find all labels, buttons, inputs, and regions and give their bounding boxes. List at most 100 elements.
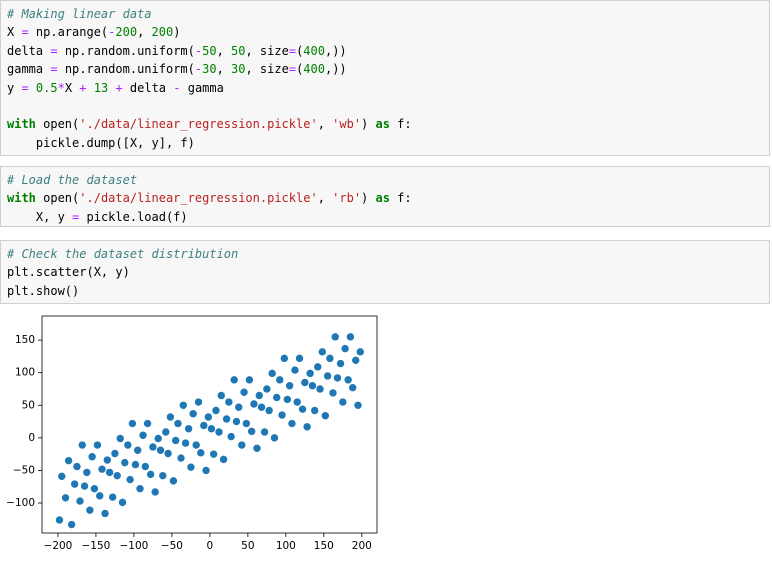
code-token: delta: [122, 80, 174, 95]
x-tick-label: 200: [352, 540, 372, 552]
point: [238, 441, 246, 449]
code-token: =: [21, 25, 29, 40]
code-token: +: [79, 80, 87, 95]
code-token: (: [296, 43, 304, 58]
point: [98, 465, 106, 473]
point: [78, 441, 86, 449]
y-tick-label: 150: [15, 334, 35, 346]
code-line: delta = np.random.uniform(-50, 50, size=…: [7, 42, 763, 60]
point: [90, 484, 99, 493]
point: [333, 374, 342, 382]
code-token: X: [7, 25, 22, 40]
point: [194, 398, 203, 406]
point: [80, 482, 89, 490]
code-line: # Check the dataset distribution: [7, 245, 763, 263]
point: [118, 498, 127, 507]
point: [55, 516, 64, 524]
code-token: with: [7, 117, 36, 132]
code-token: 30: [202, 62, 217, 77]
point: [250, 400, 258, 408]
code-token: open(: [35, 191, 80, 206]
code-token: ,: [317, 117, 333, 132]
code-token: f:: [389, 117, 412, 132]
code-token: # Making linear data: [7, 7, 152, 21]
code-line: with open('./data/linear_regression.pick…: [7, 189, 763, 207]
x-tick-label: 150: [314, 540, 334, 552]
point: [86, 506, 94, 514]
code-cell[interactable]: # Load the dataset with open('./data/line…: [0, 166, 770, 227]
point: [283, 395, 292, 404]
point: [111, 449, 119, 458]
point: [200, 421, 208, 430]
point: [93, 441, 102, 449]
point: [268, 369, 276, 378]
axes-frame: [41, 315, 378, 534]
code-line: y = 0.5*X + 13 + delta - gamma: [7, 79, 763, 97]
code-token: as: [375, 117, 390, 132]
code-token: with: [7, 191, 36, 206]
code-token: ,: [216, 62, 232, 77]
point: [222, 415, 231, 423]
point: [166, 413, 175, 421]
point: [103, 456, 112, 464]
code-token: ,: [216, 43, 232, 58]
code-token: 'wb': [332, 117, 362, 132]
code-token: X: [64, 80, 80, 95]
x-tick-label: 50: [241, 540, 254, 552]
code-token: ): [361, 191, 376, 206]
point: [227, 432, 235, 441]
point: [301, 378, 309, 387]
point: [131, 460, 140, 469]
point: [149, 443, 157, 451]
point: [270, 434, 279, 442]
point: [192, 441, 200, 449]
code-token: as: [375, 191, 390, 206]
code-token: =: [288, 43, 297, 58]
point: [232, 417, 241, 426]
code-token: +: [115, 80, 123, 95]
code-token: np.random.uniform(: [57, 43, 195, 58]
point: [207, 425, 216, 433]
point: [323, 372, 332, 380]
code-token: =: [50, 43, 58, 58]
code-line: # Load the dataset: [7, 171, 763, 189]
code-token: =: [50, 62, 58, 77]
code-token: [29, 81, 36, 95]
point: [156, 446, 165, 454]
code-token: 400: [303, 62, 325, 77]
code-token: gamma: [180, 80, 224, 95]
scatter-chart: −200 −150 −100 −50 0 50 100 150 200 −100 −50 0 50 100…: [6, 315, 378, 552]
point: [263, 385, 271, 393]
point: [273, 393, 281, 402]
code-token: [87, 81, 94, 95]
code-token: =: [72, 209, 80, 224]
point: [187, 463, 195, 471]
point: [230, 376, 238, 384]
y-tick-label: −50: [13, 464, 35, 476]
point: [154, 434, 162, 443]
code-cell[interactable]: # Making linear data X = np.arange(-200, …: [0, 0, 770, 156]
y-tick-label: 0: [28, 432, 35, 444]
point: [308, 382, 317, 390]
point: [306, 369, 314, 378]
point: [61, 494, 70, 502]
point: [64, 456, 73, 465]
code-token: ,)): [324, 43, 347, 58]
code-line: X, y = pickle.load(f): [7, 208, 763, 226]
code-token: np.random.uniform(: [57, 62, 195, 77]
code-token: , size: [245, 43, 289, 58]
x-tick-label: 0: [207, 540, 214, 552]
point: [278, 411, 286, 419]
point: [169, 477, 178, 485]
point: [151, 488, 159, 496]
point: [179, 401, 187, 409]
point: [171, 436, 180, 445]
code-cell[interactable]: # Check the dataset distribution plt.scat…: [0, 240, 770, 304]
point: [247, 427, 256, 436]
point: [67, 520, 76, 529]
code-token: plt.scatter(X, y): [7, 265, 130, 280]
code-line: # Making linear data: [7, 5, 763, 23]
code-token: X, y: [7, 209, 73, 224]
point: [348, 383, 357, 392]
code-token: =: [288, 62, 297, 77]
